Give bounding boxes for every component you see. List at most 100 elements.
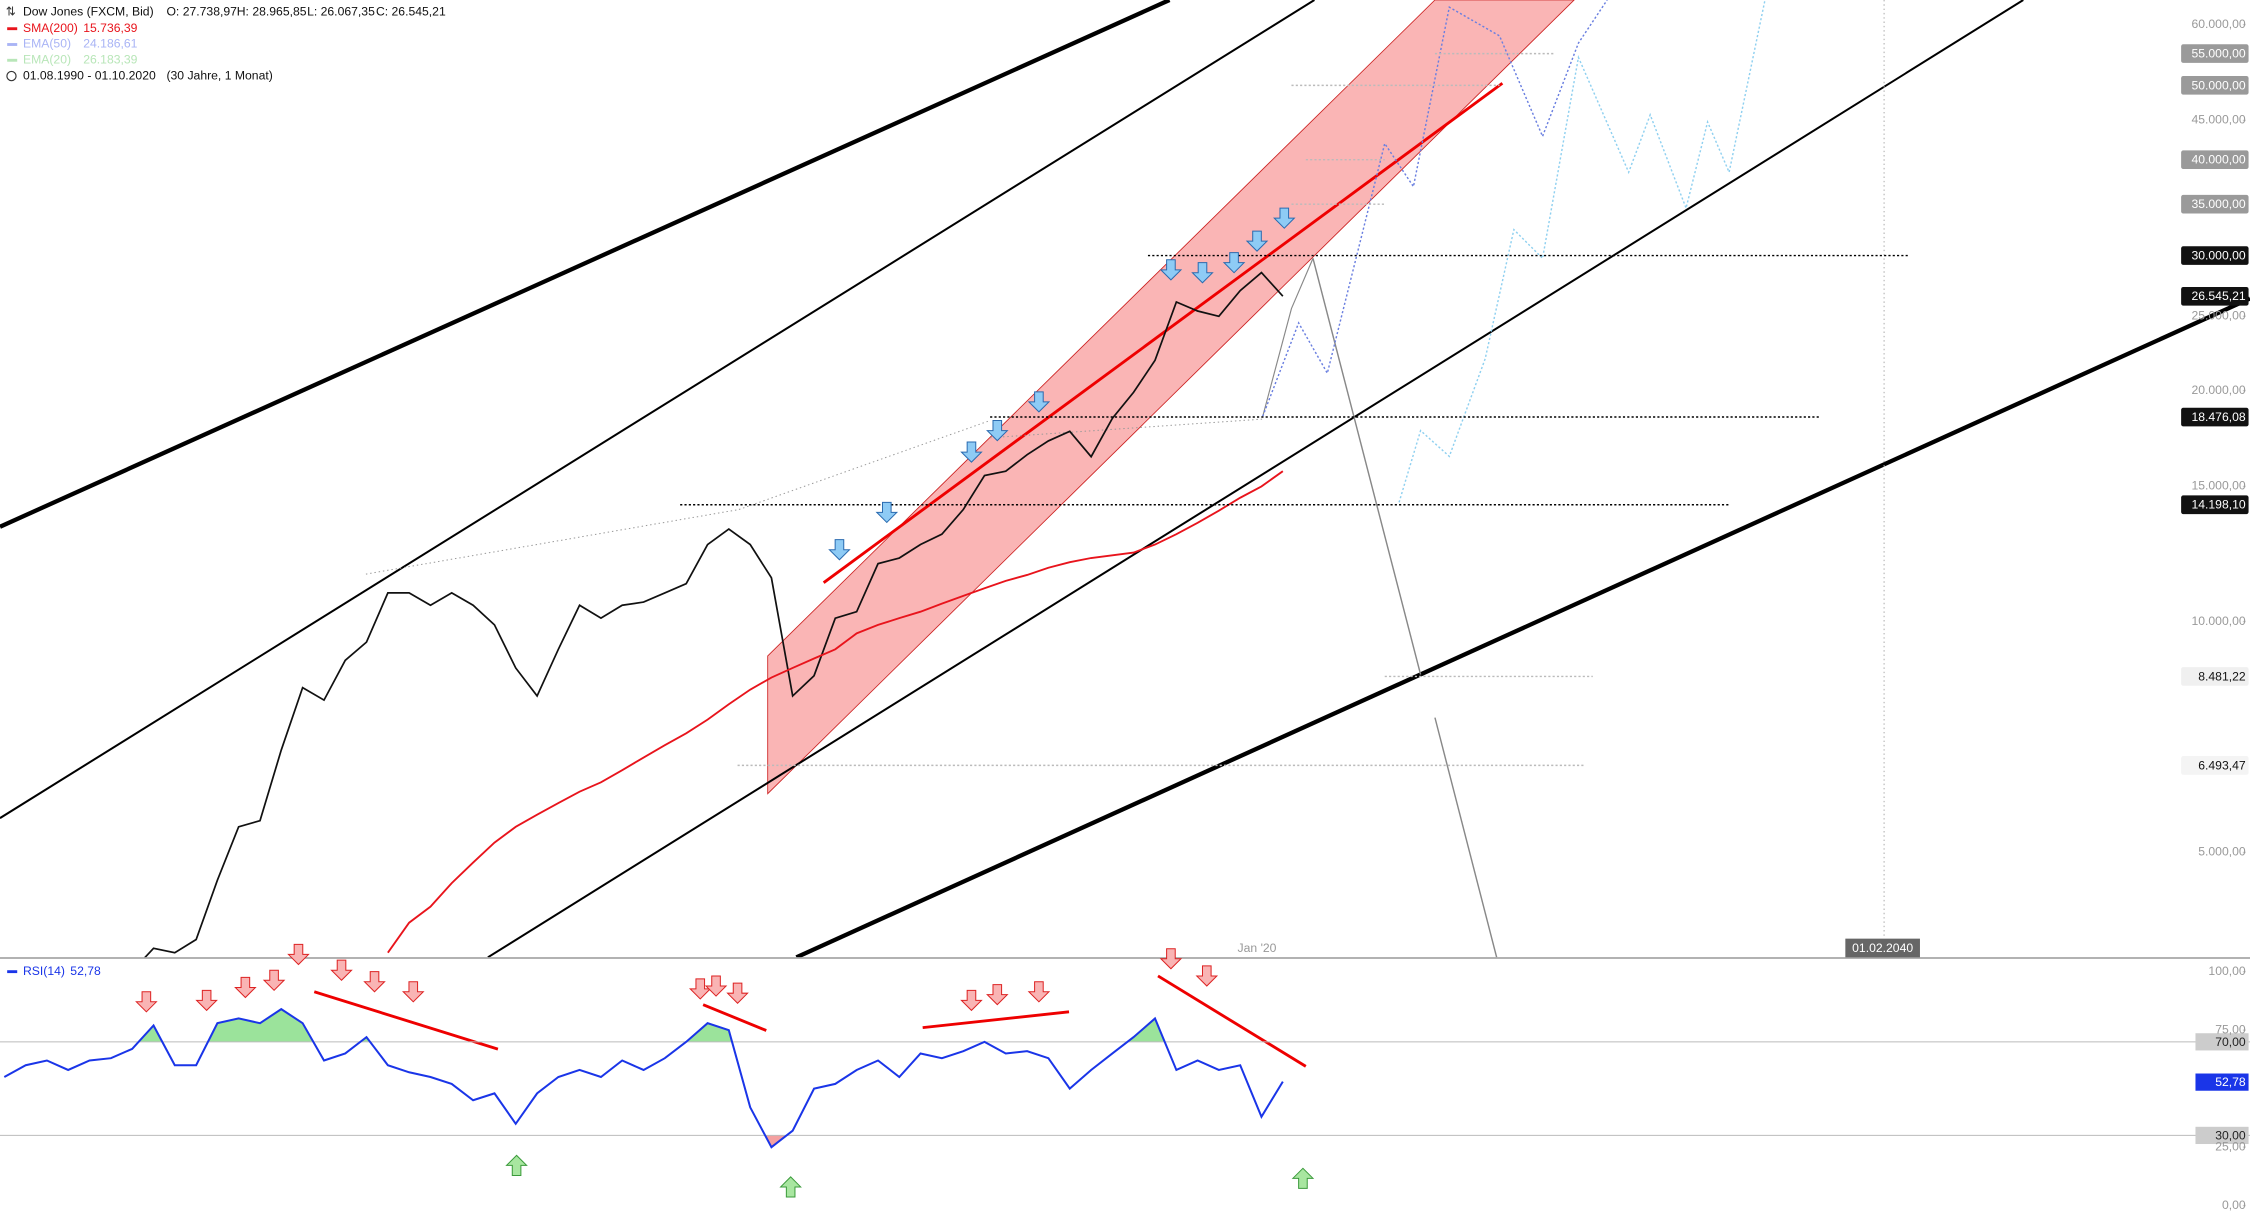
rsi-last-label: 52,78	[2215, 1075, 2246, 1089]
red-arrow	[1027, 981, 1051, 1003]
sma-line	[387, 470, 1284, 954]
blue-arrow	[828, 539, 851, 561]
price-label-box	[2181, 246, 2249, 265]
rsi-layer	[0, 1007, 2250, 1149]
red-arrow	[262, 969, 286, 992]
overlay: 60.000,00 45.000,00 25.000,00 20.000,00 15.0…	[6, 4, 2249, 1212]
rsi-trend-line	[313, 990, 499, 1051]
blue-arrow	[1191, 262, 1214, 284]
legend-name: EMA(50)	[23, 37, 71, 51]
y-tick-label: 20.000,00	[2191, 383, 2245, 397]
trend-line	[487, 0, 2024, 958]
projection-path	[1398, 0, 1766, 503]
green-arrow	[505, 1154, 528, 1176]
header-icon: ⇅	[6, 4, 16, 18]
blue-arrow	[1027, 391, 1051, 413]
overbought-fill	[138, 1009, 1165, 1042]
price-label-box	[2181, 76, 2249, 95]
date-range: 01.08.1990 - 01.10.2020	[23, 68, 156, 82]
red-arrow	[195, 989, 218, 1012]
legend-name: EMA(20)	[23, 52, 71, 66]
price-layer	[143, 271, 1284, 958]
projection-line	[1434, 717, 1498, 958]
legend-name: SMA(200)	[23, 21, 78, 35]
oversold-fill	[4, 1135, 1283, 1148]
dotted-line	[738, 420, 991, 510]
rsi-tick-label: 25,00	[2215, 1139, 2246, 1153]
header-stat: H: 28.965,85	[237, 4, 307, 18]
legend-value: 26.183,39	[83, 52, 137, 66]
trend-line	[795, 296, 2250, 958]
rsi-drawings	[313, 974, 1307, 1068]
red-arrow	[287, 943, 310, 966]
red-arrow	[726, 982, 749, 1004]
price-label-box	[2181, 407, 2249, 427]
price-label-box	[2181, 286, 2249, 306]
header-stat: C: 26.545,21	[376, 4, 446, 18]
projection-line	[1262, 258, 1314, 417]
price-label-box	[2181, 495, 2249, 515]
rsi-level-label: 70,00	[2215, 1035, 2246, 1049]
red-arrow	[960, 989, 983, 1012]
price-label: 18.476,08	[2191, 410, 2245, 424]
dotted-line	[365, 509, 740, 575]
price-line	[143, 271, 1284, 958]
red-arrow	[363, 971, 386, 993]
red-arrow	[1159, 948, 1183, 970]
blue-arrow	[1222, 252, 1246, 274]
rsi-level-label: 30,00	[2215, 1128, 2246, 1142]
rsi-level-box	[2195, 1126, 2249, 1145]
green-arrow	[1291, 1167, 1315, 1189]
blue-arrow	[875, 501, 899, 524]
price-label: 55.000,00	[2191, 47, 2245, 61]
price-label: 6.493,47	[2198, 758, 2246, 772]
rsi-tick-label: 100,00	[2208, 964, 2245, 978]
price-label-box	[2181, 756, 2249, 775]
header-stat: O: 27.738,97	[166, 4, 237, 18]
blue-arrow	[1159, 259, 1183, 281]
rsi-legend-name: RSI(14)	[23, 964, 65, 978]
price-label: 50.000,00	[2191, 78, 2245, 92]
price-label: 35.000,00	[2191, 197, 2245, 211]
blue-arrow	[1245, 230, 1269, 252]
red-arrow	[330, 959, 353, 981]
y-tick-label: 10.000,00	[2191, 614, 2245, 628]
rsi-legend-value: 52,78	[70, 964, 101, 978]
rsi-trend-line	[702, 1003, 767, 1032]
clock-icon	[6, 70, 17, 82]
rsi-tick-label: 75,00	[2215, 1022, 2246, 1036]
blue-arrow	[960, 441, 983, 463]
rsi-last-box	[2195, 1073, 2249, 1091]
red-arrow	[688, 978, 712, 1000]
price-label-box	[2181, 44, 2249, 63]
x-label: 01.02.2040	[1852, 941, 1913, 955]
price-label: 8.481,22	[2198, 669, 2246, 683]
y-tick-label: 45.000,00	[2191, 113, 2245, 127]
date-range-note: (30 Jahre, 1 Monat)	[166, 68, 272, 82]
rsi-line	[3, 1007, 1284, 1149]
y-tick-label: 25.000,00	[2191, 308, 2245, 322]
trend-line	[0, 0, 1171, 529]
chart-title: Dow Jones (FXCM, Bid)	[23, 4, 154, 18]
green-arrow	[779, 1176, 802, 1198]
red-arrow	[1195, 965, 1219, 987]
red-channel	[767, 0, 1575, 795]
rsi-level-box	[2195, 1033, 2249, 1051]
header-stat: L: 26.067,35	[307, 4, 375, 18]
red-arrow	[402, 981, 425, 1003]
price-label: 26.545,21	[2191, 289, 2245, 303]
price-label: 30.000,00	[2191, 248, 2245, 262]
projection-line	[1312, 258, 1422, 675]
price-label-box	[2181, 194, 2249, 214]
price-drawings	[0, 0, 2250, 958]
rsi-trend-line	[1157, 974, 1307, 1068]
legend-value: 15.736,39	[83, 21, 137, 35]
rsi-trend-line	[922, 1010, 1070, 1030]
rsi-tick-label: 0,00	[2222, 1198, 2246, 1212]
blue-arrow	[1273, 207, 1296, 229]
price-label: 40.000,00	[2191, 153, 2245, 167]
price-label-box	[2181, 150, 2249, 170]
y-tick-label: 15.000,00	[2191, 479, 2245, 493]
